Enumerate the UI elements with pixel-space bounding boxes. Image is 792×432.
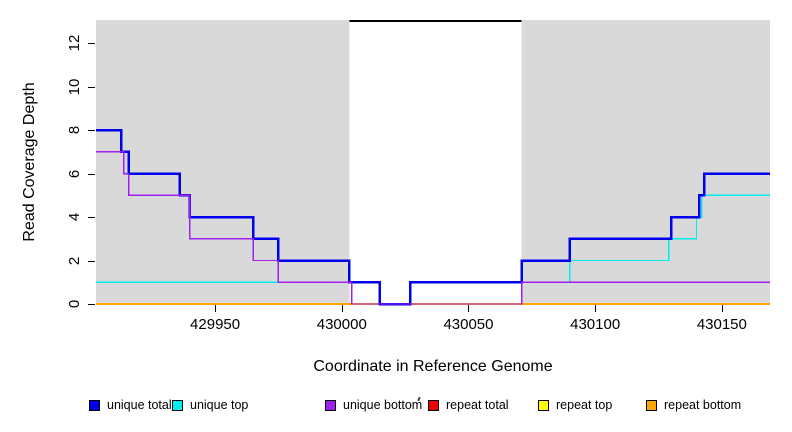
y-tick-label: 4 [65,212,83,222]
legend-item-repeat-bottom: repeat bottom [646,398,741,412]
x-axis-title: Coordinate in Reference Genome [313,358,553,375]
y-axis-title: Read Coverage Depth [21,82,38,242]
plot-area [96,20,770,306]
legend-item-unique-top: unique top [172,398,248,412]
legend-label: repeat bottom [664,398,742,412]
y-tick-mark [88,130,95,132]
y-tick-label: 2 [65,256,83,265]
y-tick-mark [88,86,95,88]
legend-swatch-icon [325,399,336,411]
legend-swatch-icon [89,399,100,411]
legend-swatch-icon [646,399,657,411]
legend-swatch-icon [172,399,183,411]
legend-label: repeat top [556,398,613,412]
y-tick-mark [88,304,95,305]
x-tick-mark [468,305,470,312]
legend-label: unique top [190,398,249,412]
legend-label: repeat total [446,398,509,412]
legend-swatch-icon [428,399,439,411]
legend-swatch-icon [538,399,549,411]
y-tick-mark [88,217,95,219]
x-tick-label: 430050 [443,316,494,333]
y-tick-mark [88,260,95,262]
legend-label: unique total [107,398,172,412]
y-tick-label: 10 [65,78,83,96]
x-tick-mark [341,305,343,312]
x-tick-mark [595,305,597,312]
x-tick-label: 430100 [570,316,621,333]
x-tick-mark [721,305,723,312]
legend-item-repeat-total: repeat total [428,398,509,412]
x-tick-label: 430150 [696,316,747,333]
shaded-coverage-region [96,20,350,304]
y-tick-label: 0 [65,299,83,309]
x-tick-label: 430000 [316,316,367,333]
series-unique-bottom [96,151,770,305]
y-tick-mark [88,43,95,45]
legend-item-unique-total: unique total [89,398,172,412]
legend-label: unique bottom [343,398,423,412]
y-tick-label: 6 [65,169,83,178]
legend-item-repeat-top: repeat top [538,398,612,412]
y-tick-mark [88,173,95,175]
x-tick-label: 429950 [190,316,241,333]
x-tick-mark [215,305,217,312]
legend-item-unique-bottom: unique bottom [325,398,422,412]
y-tick-label: 12 [65,34,83,52]
y-tick-label: 8 [65,125,83,135]
series-unique-total [96,128,770,306]
shaded-coverage-region [521,20,770,304]
